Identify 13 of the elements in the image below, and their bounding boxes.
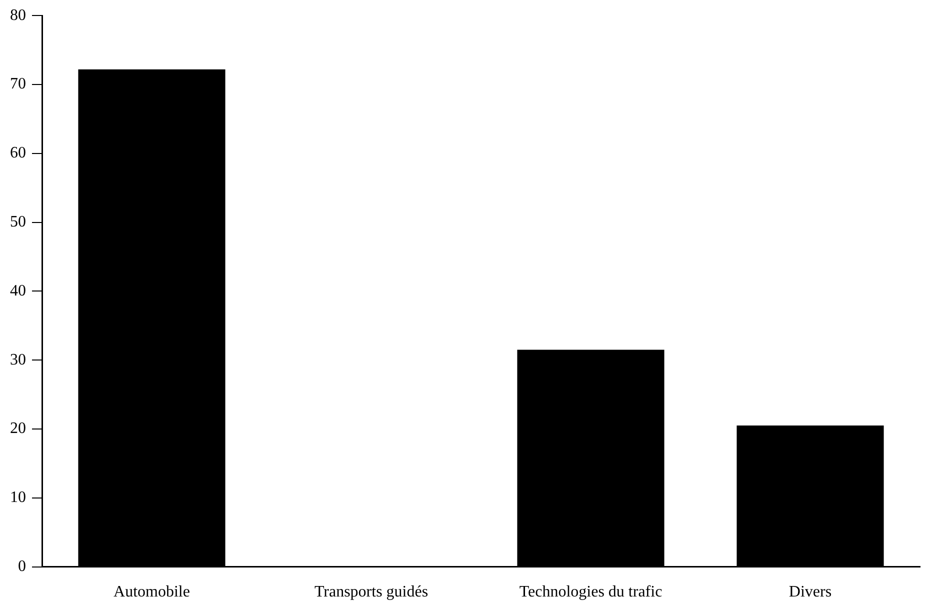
y-tick-label: 60 bbox=[10, 144, 26, 162]
x-tick-label: Automobile bbox=[114, 584, 190, 601]
x-tick-label: Divers bbox=[788, 584, 832, 601]
y-tick-label: 30 bbox=[10, 351, 26, 368]
x-tick-label: Technologies du trafic bbox=[519, 584, 662, 601]
x-tick-label: Transports guidés bbox=[314, 584, 428, 601]
y-tick-label: 0 bbox=[18, 558, 26, 576]
y-tick-label: 40 bbox=[10, 282, 26, 300]
y-tick-label: 10 bbox=[10, 489, 26, 506]
y-tick-label: 70 bbox=[10, 76, 26, 93]
y-tick-label: 50 bbox=[10, 214, 26, 231]
y-tick-label: 20 bbox=[10, 420, 26, 438]
y-tick-label: 80 bbox=[10, 6, 26, 24]
